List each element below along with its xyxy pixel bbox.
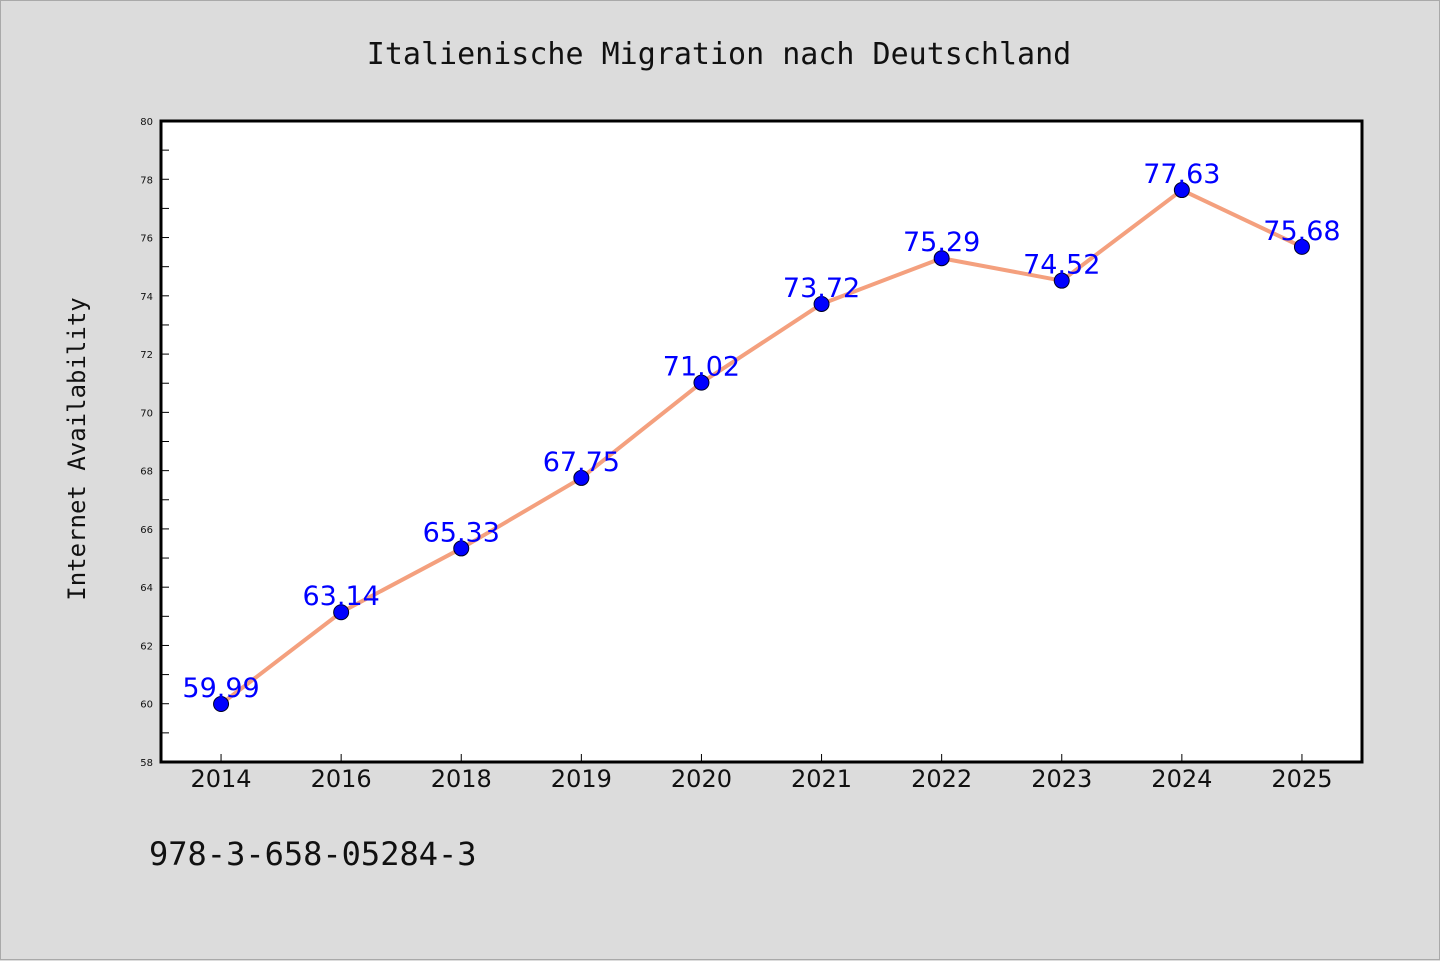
data-point bbox=[213, 696, 230, 713]
data-point bbox=[1293, 238, 1310, 255]
data-label: 77.63 bbox=[1143, 159, 1220, 190]
x-tick-label: 2019 bbox=[551, 765, 612, 793]
x-tick-label: 2024 bbox=[1151, 765, 1212, 793]
data-label: 73.72 bbox=[783, 273, 860, 304]
data-label: 65.33 bbox=[423, 517, 500, 548]
data-label: 63.14 bbox=[303, 581, 380, 612]
x-tick-label: 2022 bbox=[911, 765, 972, 793]
x-tick-label: 2021 bbox=[791, 765, 852, 793]
x-axis: 2014 2016 2018 2019 2020 2021 2022 2023 2024 2025 bbox=[191, 754, 1332, 793]
y-tick-label: 64 bbox=[140, 583, 153, 594]
chart-title: Italienische Migration nach Deutschland bbox=[367, 37, 1071, 72]
data-point bbox=[1173, 182, 1190, 199]
isbn-text: 978-3-658-05284-3 bbox=[149, 835, 477, 873]
plot-border bbox=[159, 119, 1364, 764]
data-point bbox=[1053, 272, 1070, 289]
x-tick-label: 2016 bbox=[311, 765, 372, 793]
data-markers bbox=[213, 182, 1310, 713]
y-tick-label: 76 bbox=[140, 234, 153, 245]
data-labels: 59.99 63.14 65.33 67.75 71.02 73.72 75.29 74.52… bbox=[182, 159, 1340, 704]
x-tick-label: 2023 bbox=[1031, 765, 1092, 793]
y-tick-label: 74 bbox=[140, 292, 153, 303]
series-line bbox=[219, 188, 1304, 707]
y-tick-label: 78 bbox=[140, 175, 153, 186]
data-label: 59.99 bbox=[182, 673, 259, 704]
y-tick-label: 66 bbox=[140, 525, 153, 536]
y-tick-label: 72 bbox=[140, 350, 153, 361]
plot-area bbox=[161, 121, 1362, 762]
y-tick-label: 80 bbox=[140, 117, 153, 128]
data-point bbox=[693, 374, 710, 391]
data-label: 74.52 bbox=[1023, 250, 1100, 281]
y-tick-label: 70 bbox=[140, 408, 153, 419]
data-point bbox=[333, 604, 350, 621]
x-tick-label: 2018 bbox=[431, 765, 492, 793]
y-tick-label: 62 bbox=[140, 641, 153, 652]
y-tick-label: 68 bbox=[140, 467, 153, 478]
data-label: 75.68 bbox=[1263, 216, 1340, 247]
data-point bbox=[453, 540, 470, 557]
y-tick-label: 58 bbox=[140, 758, 153, 769]
data-label: 75.29 bbox=[903, 227, 980, 258]
y-axis-label: Internet Availability bbox=[63, 297, 91, 600]
data-label: 71.02 bbox=[663, 352, 740, 383]
y-tick-label: 60 bbox=[140, 700, 153, 711]
x-tick-label: 2014 bbox=[191, 765, 252, 793]
x-tick-label: 2025 bbox=[1271, 765, 1332, 793]
data-point bbox=[933, 250, 950, 267]
data-point bbox=[813, 295, 830, 312]
data-point bbox=[573, 469, 590, 486]
data-label: 67.75 bbox=[543, 447, 620, 478]
x-tick-label: 2020 bbox=[671, 765, 732, 793]
series-polyline bbox=[219, 188, 1304, 707]
y-axis: 58 60 62 64 66 68 70 72 74 76 78 80 bbox=[140, 117, 169, 769]
